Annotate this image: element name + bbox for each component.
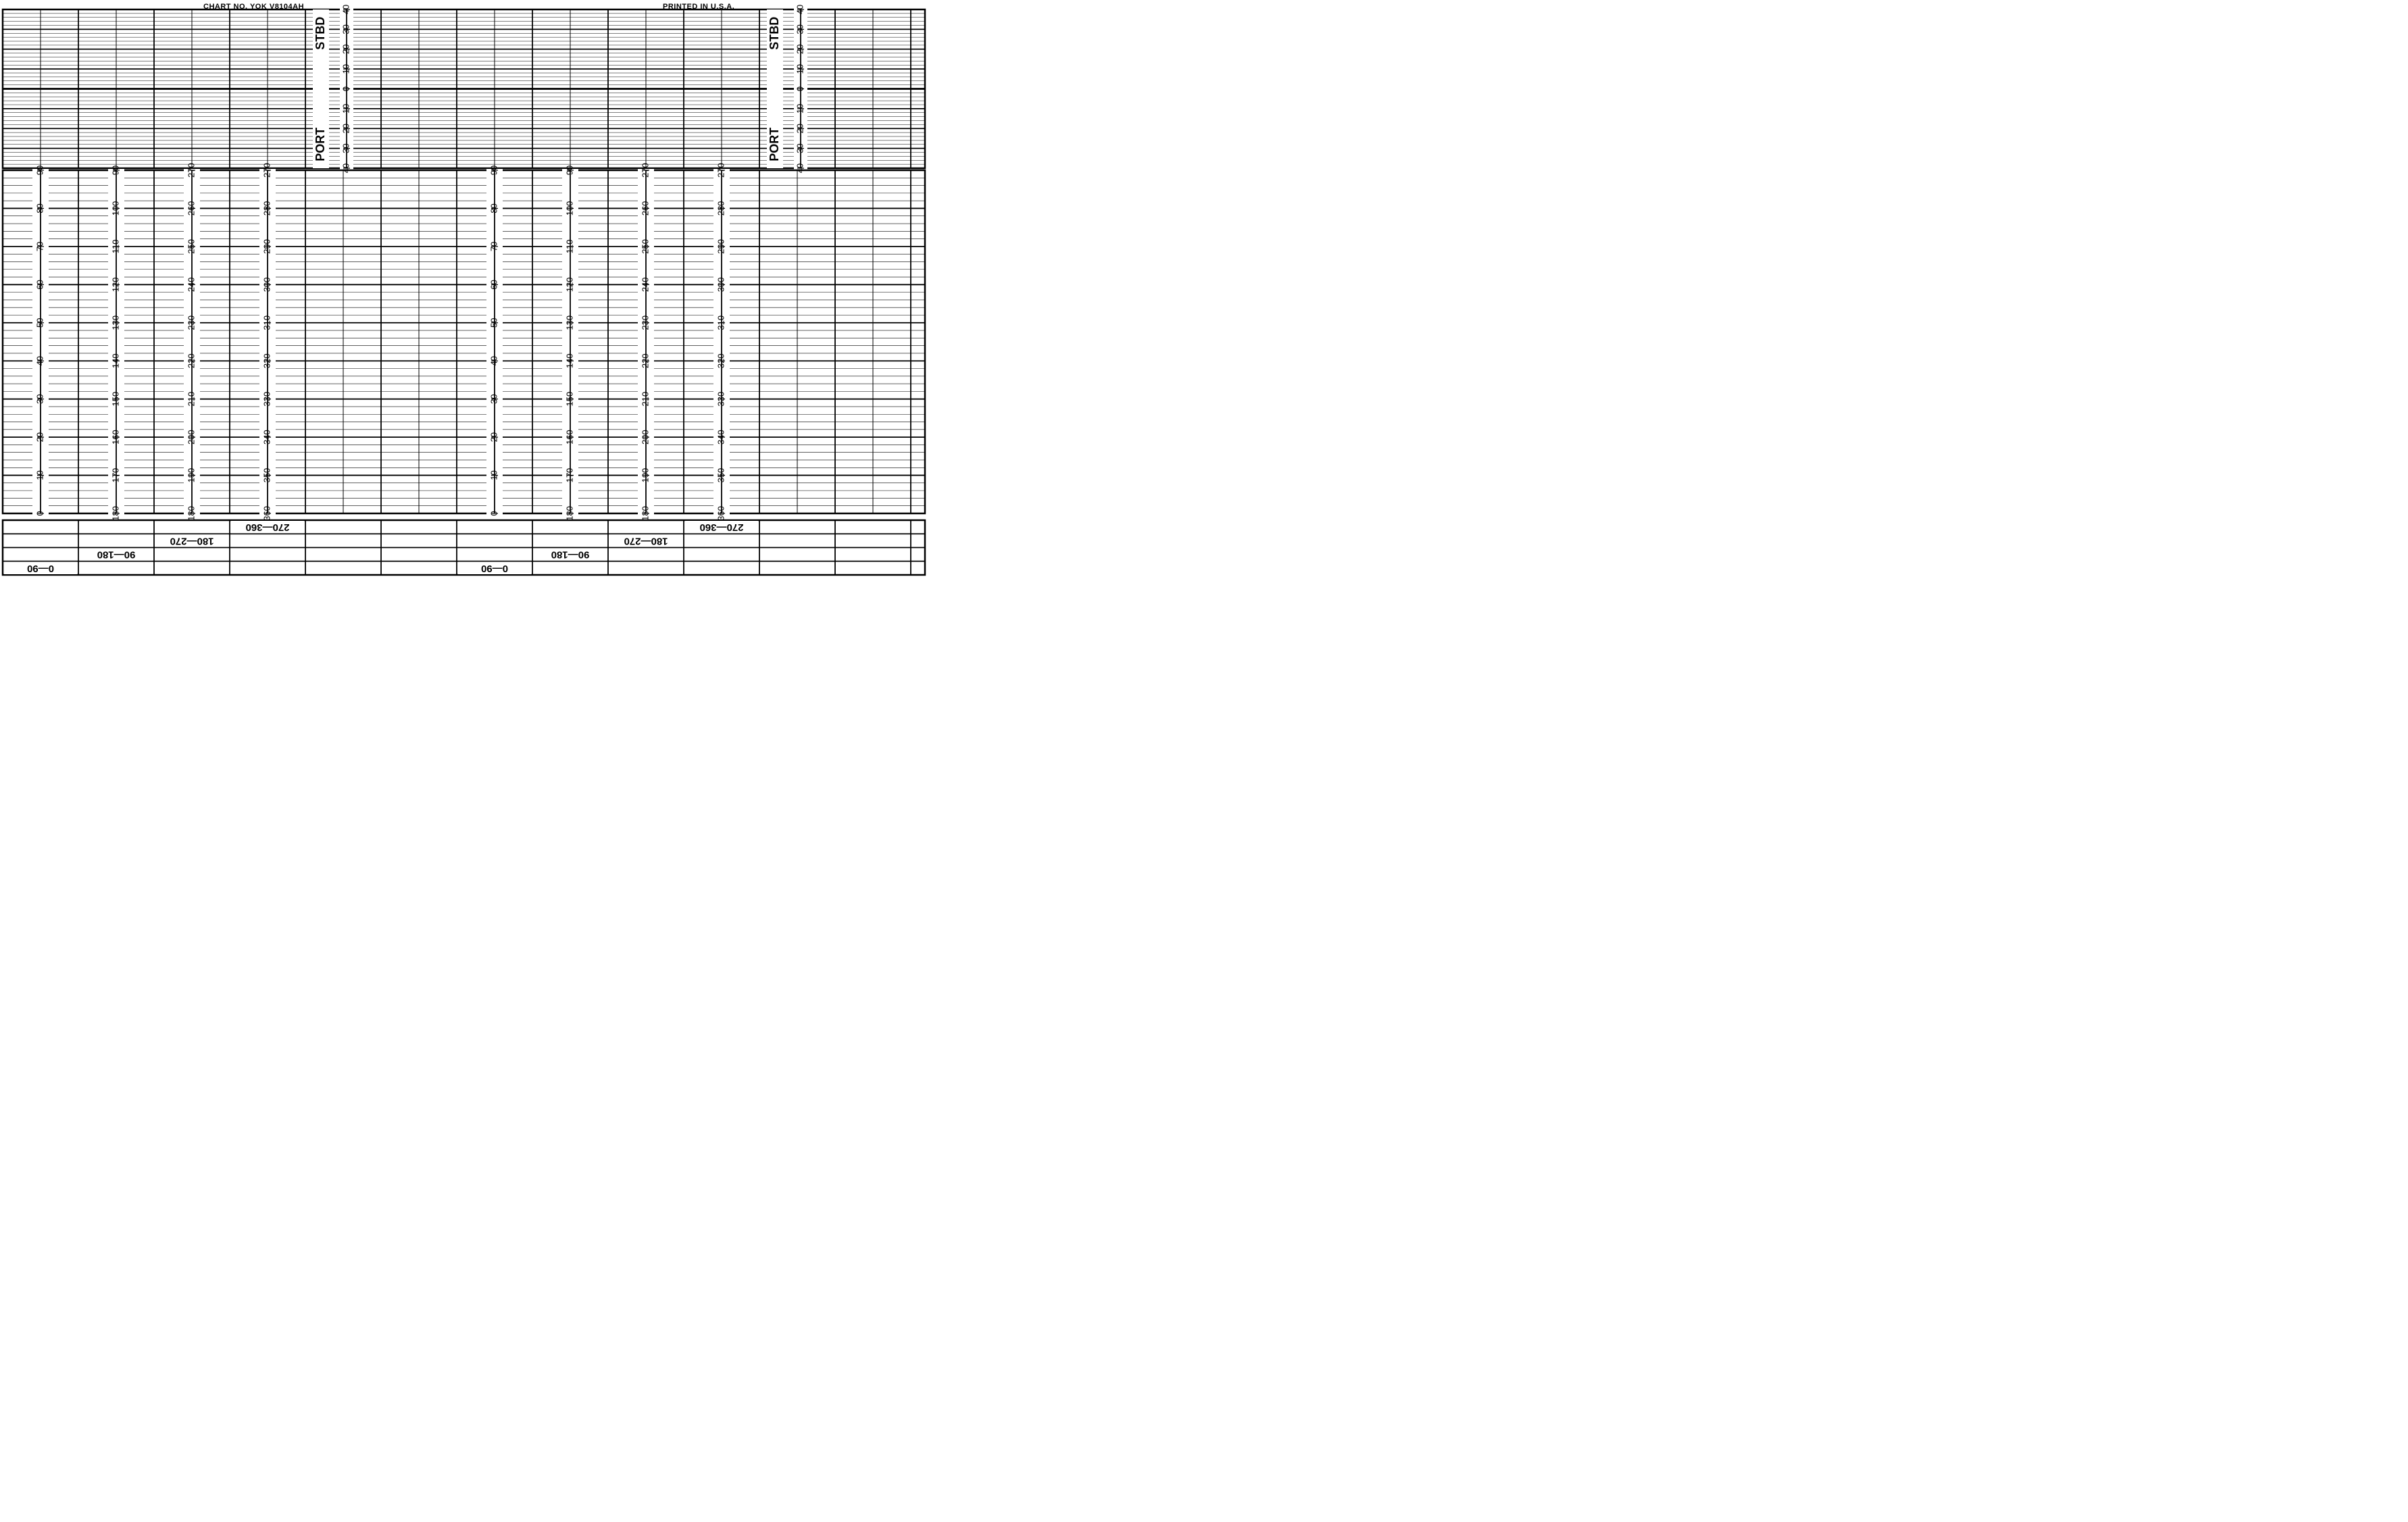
svg-text:STBD: STBD (768, 17, 781, 50)
svg-text:180—270: 180—270 (170, 535, 214, 547)
svg-text:STBD: STBD (313, 17, 327, 50)
svg-text:0—90: 0—90 (27, 563, 54, 574)
svg-text:PORT: PORT (768, 128, 781, 161)
svg-text:180—270: 180—270 (624, 535, 668, 547)
svg-text:PORT: PORT (313, 128, 327, 161)
chart-grid: 40302010010203040STBDPORT403020100102030… (0, 0, 961, 607)
svg-text:270—360: 270—360 (245, 522, 289, 533)
chart-number-label: CHART NO. YOK V8104AH (203, 3, 304, 11)
svg-text:0—90: 0—90 (481, 563, 508, 574)
chart-paper: CHART NO. YOK V8104AH PRINTED IN U.S.A. … (0, 0, 961, 607)
printed-in-label: PRINTED IN U.S.A. (663, 3, 734, 11)
svg-text:270—360: 270—360 (699, 522, 743, 533)
svg-text:90—180: 90—180 (97, 549, 136, 561)
svg-text:90—180: 90—180 (551, 549, 590, 561)
